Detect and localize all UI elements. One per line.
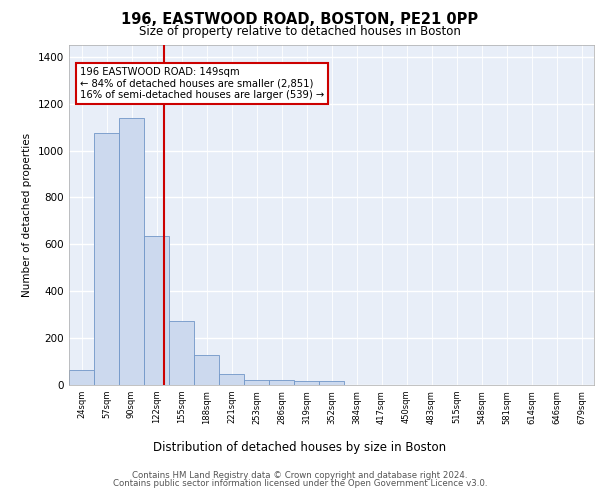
Bar xyxy=(169,320,194,385)
Y-axis label: Number of detached properties: Number of detached properties xyxy=(22,133,32,297)
Bar xyxy=(244,380,269,385)
Bar xyxy=(194,354,219,385)
Bar xyxy=(69,370,94,385)
Text: Contains HM Land Registry data © Crown copyright and database right 2024.: Contains HM Land Registry data © Crown c… xyxy=(132,471,468,480)
Bar xyxy=(294,382,319,385)
Bar xyxy=(119,118,144,385)
Text: Size of property relative to detached houses in Boston: Size of property relative to detached ho… xyxy=(139,25,461,38)
Bar xyxy=(269,380,294,385)
Text: 196, EASTWOOD ROAD, BOSTON, PE21 0PP: 196, EASTWOOD ROAD, BOSTON, PE21 0PP xyxy=(121,12,479,28)
Text: 196 EASTWOOD ROAD: 149sqm
← 84% of detached houses are smaller (2,851)
16% of se: 196 EASTWOOD ROAD: 149sqm ← 84% of detac… xyxy=(79,67,324,100)
Text: Distribution of detached houses by size in Boston: Distribution of detached houses by size … xyxy=(154,441,446,454)
Bar xyxy=(219,374,244,385)
Bar xyxy=(94,133,119,385)
Text: Contains public sector information licensed under the Open Government Licence v3: Contains public sector information licen… xyxy=(113,478,487,488)
Bar xyxy=(319,382,344,385)
Bar xyxy=(144,236,169,385)
